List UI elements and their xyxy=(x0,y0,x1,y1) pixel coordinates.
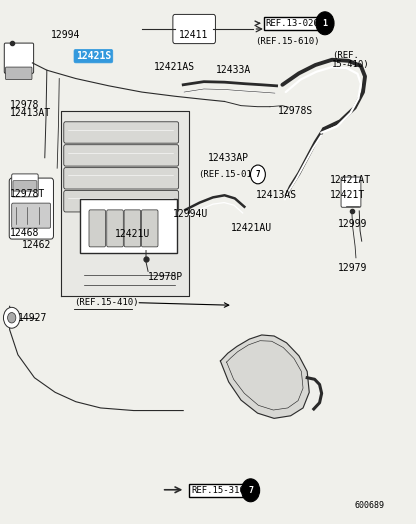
Text: (REF.: (REF. xyxy=(332,51,359,60)
Text: 12413AS: 12413AS xyxy=(255,190,297,200)
Text: 12978T: 12978T xyxy=(10,189,45,199)
FancyBboxPatch shape xyxy=(124,210,141,247)
Circle shape xyxy=(241,479,260,502)
Text: 15-410): 15-410) xyxy=(332,60,369,70)
Circle shape xyxy=(3,308,20,328)
Text: 14927: 14927 xyxy=(18,313,47,323)
FancyBboxPatch shape xyxy=(64,168,178,189)
Text: REF.13-020: REF.13-020 xyxy=(266,19,319,28)
Text: 12421AS: 12421AS xyxy=(154,61,196,72)
FancyBboxPatch shape xyxy=(12,174,38,197)
FancyBboxPatch shape xyxy=(13,181,37,191)
FancyBboxPatch shape xyxy=(141,210,158,247)
Text: 12421U: 12421U xyxy=(115,230,150,239)
FancyBboxPatch shape xyxy=(64,122,178,143)
Polygon shape xyxy=(220,335,309,418)
Text: 12978: 12978 xyxy=(10,100,39,110)
FancyBboxPatch shape xyxy=(9,178,53,239)
Text: 12421T: 12421T xyxy=(330,190,365,200)
Text: 12421AU: 12421AU xyxy=(231,223,272,233)
FancyBboxPatch shape xyxy=(64,191,178,212)
Text: 600689: 600689 xyxy=(355,501,385,510)
Text: 12433A: 12433A xyxy=(216,65,252,75)
Text: 1: 1 xyxy=(322,19,327,28)
Text: 12462: 12462 xyxy=(22,240,52,250)
Circle shape xyxy=(250,165,265,184)
Circle shape xyxy=(7,312,16,323)
Text: 12413AT: 12413AT xyxy=(10,108,51,118)
FancyBboxPatch shape xyxy=(80,199,177,253)
Text: 12433AP: 12433AP xyxy=(208,153,249,163)
FancyBboxPatch shape xyxy=(107,210,123,247)
FancyBboxPatch shape xyxy=(173,15,215,43)
Text: 12978S: 12978S xyxy=(278,106,314,116)
Text: 7: 7 xyxy=(255,170,260,179)
Text: 12978P: 12978P xyxy=(148,271,183,281)
Text: (REF.15-010: (REF.15-010 xyxy=(198,170,257,179)
Text: 12999: 12999 xyxy=(338,220,368,230)
Text: 12468: 12468 xyxy=(10,228,39,238)
Circle shape xyxy=(316,12,334,35)
FancyBboxPatch shape xyxy=(341,177,361,208)
Text: REF.15-310: REF.15-310 xyxy=(191,486,245,495)
FancyBboxPatch shape xyxy=(64,145,178,166)
Text: (REF.15-610): (REF.15-610) xyxy=(255,37,320,46)
FancyBboxPatch shape xyxy=(5,67,32,80)
Text: 12411: 12411 xyxy=(179,30,208,40)
Text: 12979: 12979 xyxy=(338,263,368,273)
FancyBboxPatch shape xyxy=(89,210,106,247)
Text: (REF.15-410): (REF.15-410) xyxy=(74,298,138,307)
Text: 7: 7 xyxy=(248,486,253,495)
FancyBboxPatch shape xyxy=(4,43,34,73)
Text: 12421AT: 12421AT xyxy=(330,174,371,184)
Polygon shape xyxy=(61,111,189,296)
FancyBboxPatch shape xyxy=(12,203,51,228)
Text: 12994: 12994 xyxy=(51,30,80,40)
Text: 12421S: 12421S xyxy=(76,51,111,61)
Text: 12994U: 12994U xyxy=(173,209,208,219)
